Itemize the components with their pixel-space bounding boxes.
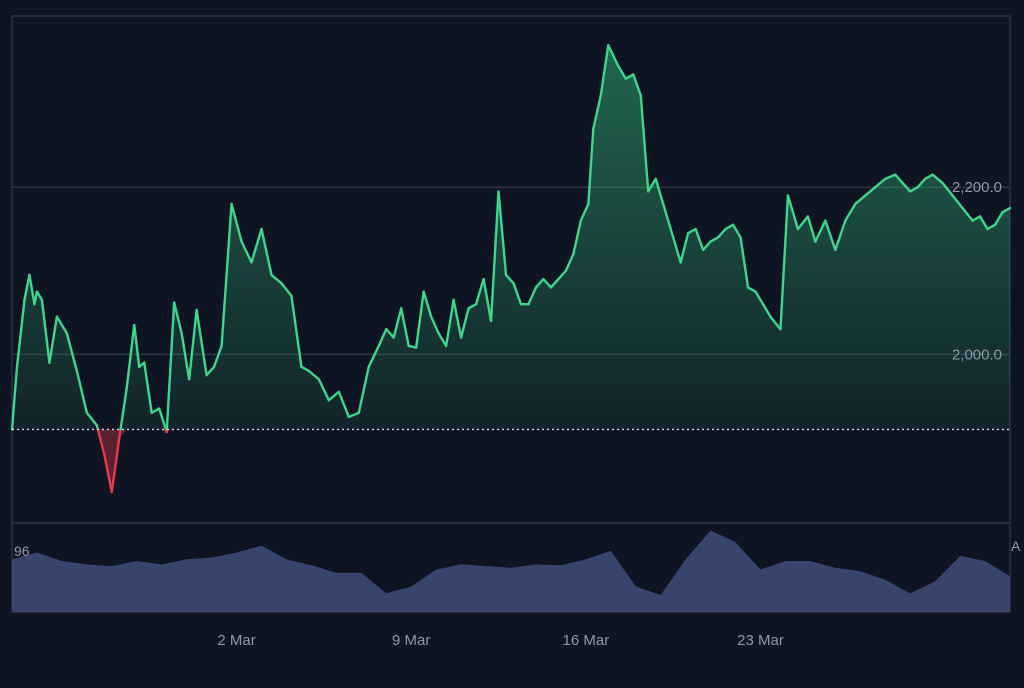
- price-area-below: [12, 430, 1010, 493]
- x-tick-label: 23 Mar: [737, 632, 784, 649]
- y-tick-label: 2,200.0: [952, 179, 1002, 196]
- price-pane: [12, 45, 1010, 492]
- volume-left-label: 96: [14, 543, 30, 559]
- x-tick-label: 16 Mar: [563, 632, 610, 649]
- x-tick-label: 9 Mar: [392, 632, 430, 649]
- x-tick-label: 2 Mar: [217, 632, 255, 649]
- y-tick-label: 2,000.0: [952, 346, 1002, 363]
- x-axis-labels: 2 Mar 9 Mar 16 Mar 23 Mar: [217, 632, 783, 649]
- price-area-fill: [12, 45, 1010, 429]
- price-line-segment: [119, 429, 120, 437]
- volume-right-label: A: [1011, 538, 1021, 554]
- volume-pane: [12, 530, 1010, 612]
- volume-area: [12, 530, 1010, 612]
